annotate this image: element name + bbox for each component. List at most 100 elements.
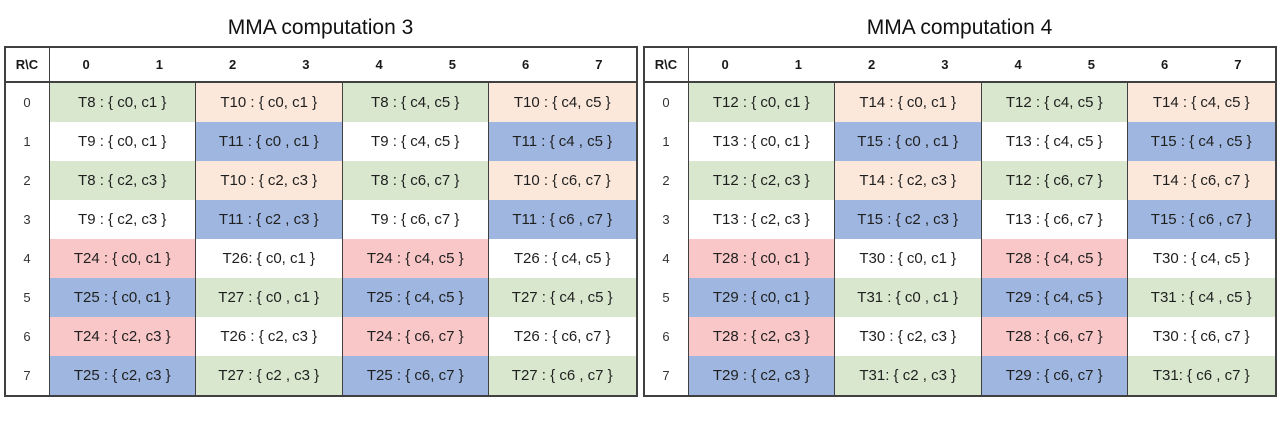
column-header: 1 (122, 48, 196, 83)
row-label: 0 (5, 83, 50, 122)
column-header: 3 (269, 48, 343, 83)
table-cell: T30 : { c0, c1 } (835, 239, 982, 278)
row-label: 3 (5, 200, 50, 239)
table-cell: T14 : { c4, c5 } (1128, 83, 1275, 122)
mma-computation-3-panel: MMA computation 3 R\C 0 1 2 3 4 5 6 7 0 T8 : { c0,… (3, 14, 638, 397)
table-cell: T31 : { c0 , c1 } (835, 278, 982, 317)
table-cell: T12 : { c0, c1 } (688, 83, 835, 122)
table-cell: T14 : { c0, c1 } (835, 83, 982, 122)
table-cell: T30 : { c2, c3 } (835, 317, 982, 356)
table-cell: T11 : { c2 , c3 } (196, 200, 343, 239)
table-cell: T14 : { c6, c7 } (1128, 161, 1275, 200)
mma-computation-4-panel: MMA computation 4 R\C 0 1 2 3 4 5 6 7 0 T12 : { c0… (642, 14, 1277, 397)
table-cell: T11 : { c6 , c7 } (489, 200, 636, 239)
mma-computation-3-table: R\C 0 1 2 3 4 5 6 7 0 T8 : { c0, c1 } T10 : { c0, c… (3, 46, 638, 397)
row-label: 1 (644, 122, 689, 161)
table-cell: T26 : { c2, c3 } (196, 317, 343, 356)
column-header: 0 (688, 48, 762, 83)
row-label: 3 (644, 200, 689, 239)
table-cell: T24 : { c4, c5 } (342, 239, 489, 278)
table-cell: T8 : { c2, c3 } (49, 161, 196, 200)
table-cell: T27 : { c6 , c7 } (489, 356, 636, 395)
table-cell: T12 : { c2, c3 } (688, 161, 835, 200)
table-cell: T9 : { c4, c5 } (342, 122, 489, 161)
column-header: 7 (1201, 48, 1275, 83)
column-header: 7 (562, 48, 636, 83)
table-cell: T10 : { c2, c3 } (196, 161, 343, 200)
row-label: 2 (5, 161, 50, 200)
table-cell: T29 : { c4, c5 } (981, 278, 1128, 317)
table-cell: T25 : { c0, c1 } (49, 278, 196, 317)
column-header: 6 (1128, 48, 1202, 83)
table-cell: T8 : { c6, c7 } (342, 161, 489, 200)
table-cell: T24 : { c0, c1 } (49, 239, 196, 278)
table-cell: T13 : { c2, c3 } (688, 200, 835, 239)
table-cell: T30 : { c6, c7 } (1128, 317, 1275, 356)
table-cell: T28 : { c0, c1 } (688, 239, 835, 278)
row-label: 5 (5, 278, 50, 317)
table-cell: T9 : { c6, c7 } (342, 200, 489, 239)
table-cell: T26 : { c4, c5 } (489, 239, 636, 278)
row-label: 6 (5, 317, 50, 356)
table-cell: T15 : { c6 , c7 } (1128, 200, 1275, 239)
column-header: 5 (415, 48, 489, 83)
table-cell: T27 : { c2 , c3 } (196, 356, 343, 395)
column-header: 4 (981, 48, 1055, 83)
row-label: 6 (644, 317, 689, 356)
table-cell: T13 : { c0, c1 } (688, 122, 835, 161)
table-title: MMA computation 3 (227, 16, 414, 39)
table-title: MMA computation 4 (866, 16, 1053, 39)
mma-computation-4-table: R\C 0 1 2 3 4 5 6 7 0 T12 : { c0, c1 } T14 : { c0, … (642, 46, 1277, 397)
table-cell: T25 : { c6, c7 } (342, 356, 489, 395)
corner-label: R\C (644, 48, 689, 83)
table-cell: T25 : { c2, c3 } (49, 356, 196, 395)
table-cell: T8 : { c0, c1 } (49, 83, 196, 122)
row-label: 5 (644, 278, 689, 317)
column-header: 2 (196, 48, 270, 83)
column-header: 6 (489, 48, 563, 83)
table-cell: T29 : { c2, c3 } (688, 356, 835, 395)
table-cell: T11 : { c0 , c1 } (196, 122, 343, 161)
table-cell: T9 : { c0, c1 } (49, 122, 196, 161)
column-header: 5 (1054, 48, 1128, 83)
table-cell: T8 : { c4, c5 } (342, 83, 489, 122)
table-cell: T13 : { c6, c7 } (981, 200, 1128, 239)
table-cell: T29 : { c6, c7 } (981, 356, 1128, 395)
table-cell: T29 : { c0, c1 } (688, 278, 835, 317)
table-cell: T15 : { c0 , c1 } (835, 122, 982, 161)
table-cell: T28 : { c4, c5 } (981, 239, 1128, 278)
table-cell: T24 : { c6, c7 } (342, 317, 489, 356)
table-cell: T31 : { c4 , c5 } (1128, 278, 1275, 317)
table-cell: T26: { c0, c1 } (196, 239, 343, 278)
table-cell: T28 : { c6, c7 } (981, 317, 1128, 356)
table-cell: T27 : { c4 , c5 } (489, 278, 636, 317)
column-header: 1 (761, 48, 835, 83)
row-label: 7 (5, 356, 50, 395)
table-cell: T10 : { c0, c1 } (196, 83, 343, 122)
row-label: 0 (644, 83, 689, 122)
table-cell: T31: { c6 , c7 } (1128, 356, 1275, 395)
table-cell: T15 : { c4 , c5 } (1128, 122, 1275, 161)
table-cell: T11 : { c4 , c5 } (489, 122, 636, 161)
corner-label: R\C (5, 48, 50, 83)
table-cell: T26 : { c6, c7 } (489, 317, 636, 356)
table-cell: T27 : { c0 , c1 } (196, 278, 343, 317)
table-cell: T14 : { c2, c3 } (835, 161, 982, 200)
column-header: 4 (342, 48, 416, 83)
table-cell: T25 : { c4, c5 } (342, 278, 489, 317)
table-cell: T12 : { c4, c5 } (981, 83, 1128, 122)
row-label: 1 (5, 122, 50, 161)
row-label: 7 (644, 356, 689, 395)
column-header: 3 (908, 48, 982, 83)
table-cell: T10 : { c6, c7 } (489, 161, 636, 200)
table-cell: T13 : { c4, c5 } (981, 122, 1128, 161)
table-cell: T28 : { c2, c3 } (688, 317, 835, 356)
table-cell: T30 : { c4, c5 } (1128, 239, 1275, 278)
column-header: 0 (49, 48, 123, 83)
row-label: 4 (644, 239, 689, 278)
table-cell: T31: { c2 , c3 } (835, 356, 982, 395)
table-cell: T9 : { c2, c3 } (49, 200, 196, 239)
table-cell: T15 : { c2 , c3 } (835, 200, 982, 239)
table-cell: T24 : { c2, c3 } (49, 317, 196, 356)
